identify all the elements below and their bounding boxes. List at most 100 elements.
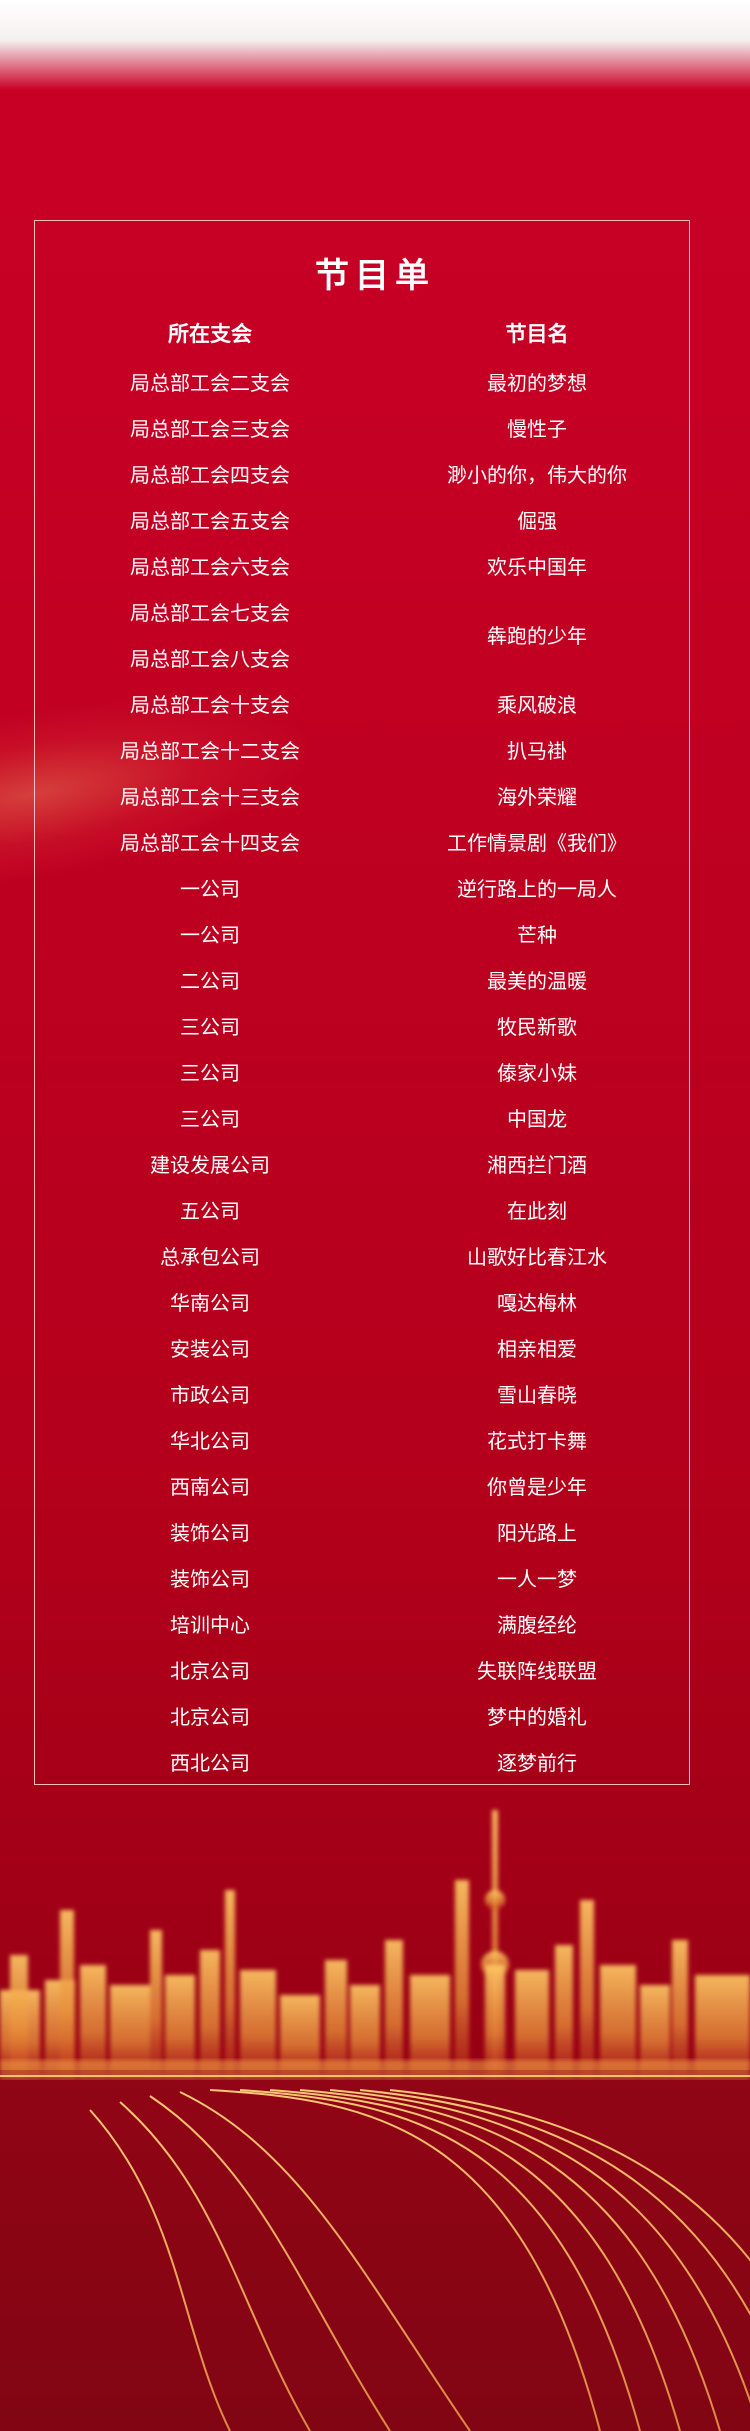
program-cell: 山歌好比春江水 [467, 1245, 607, 1269]
unit-cell: 三公司 [180, 1061, 240, 1085]
program-cell: 扒马褂 [507, 739, 567, 763]
program-cell: 在此刻 [507, 1199, 567, 1223]
program-row: 局总部工会八支会 [60, 636, 687, 682]
program-cell: 傣家小妹 [497, 1061, 577, 1085]
program-cell: 乘风破浪 [497, 693, 577, 717]
column-header-unit: 所在支会 [168, 322, 252, 346]
unit-cell: 二公司 [180, 969, 240, 993]
program-cell: 工作情景剧《我们》 [447, 831, 627, 855]
program-cell: 逆行路上的一局人 [457, 877, 617, 901]
program-cell: 相亲相爱 [497, 1337, 577, 1361]
program-list: 局总部工会二支会 最初的梦想局总部工会三支会 慢性子局总部工会四支会 渺小的你，伟大的… [60, 360, 687, 1786]
program-cell: 花式打卡舞 [487, 1429, 587, 1453]
program-row: 五公司 在此刻 [60, 1188, 687, 1234]
program-row: 西南公司 你曾是少年 [60, 1464, 687, 1510]
program-cell: 一人一梦 [497, 1567, 577, 1591]
unit-cell: 西南公司 [170, 1475, 250, 1499]
program-row: 二公司 最美的温暖 [60, 958, 687, 1004]
program-cell: 倔强 [517, 509, 557, 533]
program-cell: 湘西拦门酒 [487, 1153, 587, 1177]
running-track-decoration [0, 2070, 750, 2431]
program-row: 建设发展公司 湘西拦门酒 [60, 1142, 687, 1188]
unit-cell: 培训中心 [170, 1613, 250, 1637]
program-cell: 牧民新歌 [497, 1015, 577, 1039]
program-cell: 渺小的你，伟大的你 [447, 463, 627, 487]
program-cell: 中国龙 [507, 1107, 567, 1131]
program-cell: 梦中的婚礼 [487, 1705, 587, 1729]
unit-cell: 局总部工会十四支会 [120, 831, 300, 855]
program-row: 局总部工会十三支会 海外荣耀 [60, 774, 687, 820]
unit-cell: 三公司 [180, 1107, 240, 1131]
program-cell: 阳光路上 [497, 1521, 577, 1545]
unit-cell: 装饰公司 [170, 1567, 250, 1591]
unit-cell: 局总部工会七支会 [130, 601, 290, 625]
unit-cell: 安装公司 [170, 1337, 250, 1361]
program-cell: 雪山春晓 [497, 1383, 577, 1407]
unit-cell: 局总部工会五支会 [130, 509, 290, 533]
program-row: 一公司 逆行路上的一局人 [60, 866, 687, 912]
program-row: 局总部工会六支会 欢乐中国年 [60, 544, 687, 590]
program-row: 总承包公司 山歌好比春江水 [60, 1234, 687, 1280]
unit-cell: 局总部工会十二支会 [120, 739, 300, 763]
unit-cell: 一公司 [180, 877, 240, 901]
program-row: 局总部工会十二支会 扒马褂 [60, 728, 687, 774]
unit-cell: 五公司 [180, 1199, 240, 1223]
program-cell: 逐梦前行 [497, 1751, 577, 1775]
program-row: 安装公司 相亲相爱 [60, 1326, 687, 1372]
program-row: 局总部工会十支会 乘风破浪 [60, 682, 687, 728]
unit-cell: 北京公司 [170, 1659, 250, 1683]
unit-cell: 西北公司 [170, 1751, 250, 1775]
program-row: 北京公司 失联阵线联盟 [60, 1648, 687, 1694]
program-row: 华南公司 嘎达梅林 [60, 1280, 687, 1326]
program-row: 局总部工会五支会 倔强 [60, 498, 687, 544]
program-cell: 满腹经纶 [497, 1613, 577, 1637]
program-cell: 犇跑的少年 [487, 624, 587, 648]
unit-cell: 北京公司 [170, 1705, 250, 1729]
program-row: 局总部工会十四支会 工作情景剧《我们》 [60, 820, 687, 866]
program-cell: 海外荣耀 [497, 785, 577, 809]
unit-cell: 局总部工会十三支会 [120, 785, 300, 809]
program-cell: 嘎达梅林 [497, 1291, 577, 1315]
unit-cell: 建设发展公司 [150, 1153, 270, 1177]
unit-cell: 华北公司 [170, 1429, 250, 1453]
page-title: 节目单 [315, 256, 435, 296]
unit-cell: 装饰公司 [170, 1521, 250, 1545]
program-row: 三公司 中国龙 [60, 1096, 687, 1142]
program-row: 局总部工会四支会 渺小的你，伟大的你 [60, 452, 687, 498]
unit-cell: 局总部工会四支会 [130, 463, 290, 487]
program-row: 局总部工会三支会 慢性子 [60, 406, 687, 452]
unit-cell: 总承包公司 [160, 1245, 260, 1269]
program-row: 三公司 牧民新歌 [60, 1004, 687, 1050]
unit-cell: 局总部工会二支会 [130, 371, 290, 395]
program-list-frame [34, 220, 690, 1785]
program-cell: 失联阵线联盟 [477, 1659, 597, 1683]
unit-cell: 局总部工会十支会 [130, 693, 290, 717]
program-cell: 你曾是少年 [487, 1475, 587, 1499]
program-cell: 最初的梦想 [487, 371, 587, 395]
unit-cell: 局总部工会八支会 [130, 647, 290, 671]
unit-cell: 局总部工会三支会 [130, 417, 290, 441]
program-row: 装饰公司 一人一梦 [60, 1556, 687, 1602]
program-row: 培训中心 满腹经纶 [60, 1602, 687, 1648]
unit-cell: 三公司 [180, 1015, 240, 1039]
column-header-program: 节目名 [505, 322, 569, 346]
program-cell: 芒种 [517, 923, 557, 947]
program-row: 华北公司 花式打卡舞 [60, 1418, 687, 1464]
unit-cell: 一公司 [180, 923, 240, 947]
program-cell: 慢性子 [507, 417, 567, 441]
program-row: 北京公司 梦中的婚礼 [60, 1694, 687, 1740]
program-row: 三公司 傣家小妹 [60, 1050, 687, 1096]
program-row: 局总部工会二支会 最初的梦想 [60, 360, 687, 406]
program-cell: 最美的温暖 [487, 969, 587, 993]
unit-cell: 局总部工会六支会 [130, 555, 290, 579]
city-skyline-illustration [0, 1810, 750, 2080]
program-row: 装饰公司 阳光路上 [60, 1510, 687, 1556]
program-row: 西北公司 逐梦前行 [60, 1740, 687, 1786]
program-row: 一公司 芒种 [60, 912, 687, 958]
unit-cell: 市政公司 [170, 1383, 250, 1407]
unit-cell: 华南公司 [170, 1291, 250, 1315]
program-cell: 欢乐中国年 [487, 555, 587, 579]
program-row: 局总部工会七支会犇跑的少年 [60, 590, 687, 648]
program-row: 市政公司 雪山春晓 [60, 1372, 687, 1418]
